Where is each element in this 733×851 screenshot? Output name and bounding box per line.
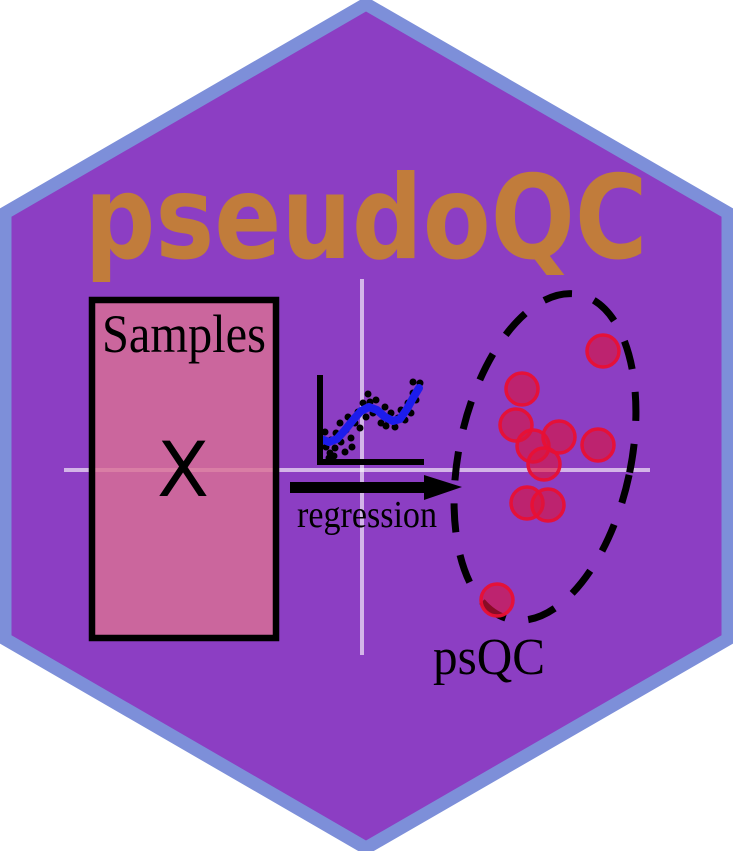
- samples-label: Samples: [102, 304, 266, 364]
- matrix-x-symbol: X: [157, 425, 209, 514]
- mini-scatter-dot: [362, 413, 370, 421]
- mini-scatter-dot: [331, 444, 339, 452]
- arrow-shaft: [290, 482, 426, 493]
- mini-scatter-dot: [347, 434, 355, 442]
- qc-cluster-ellipse: [450, 290, 640, 624]
- qc-point: [580, 427, 616, 463]
- mini-scatter-dot: [356, 424, 364, 432]
- arrow-head-icon: [424, 475, 462, 500]
- mini-scatter-dot: [409, 378, 417, 386]
- mini-scatter-dot: [348, 443, 356, 451]
- mini-scatter-dot: [336, 419, 344, 427]
- mini-plot-axes: [317, 375, 424, 465]
- mini-scatter-dot: [341, 448, 349, 456]
- arrow-label: regression: [297, 494, 437, 536]
- qc-point: [530, 487, 566, 523]
- samples-matrix-box: [88, 296, 280, 642]
- qc-point: [585, 333, 621, 369]
- qc-point: [541, 419, 577, 455]
- mini-scatter-dot: [330, 452, 338, 460]
- mini-scatter-dot: [382, 422, 390, 430]
- mini-scatter-dot: [391, 423, 399, 431]
- qc-point: [504, 371, 540, 407]
- mini-scatter-dot: [364, 390, 372, 398]
- qc-point: [479, 582, 515, 618]
- qc-points-group: [479, 333, 621, 618]
- mini-scatter-dot: [321, 428, 329, 436]
- qc-label: psQC: [433, 629, 545, 686]
- mini-scatter-dot: [381, 403, 389, 411]
- mini-scatter-dot: [372, 396, 380, 404]
- package-title: pseudoQC: [85, 151, 648, 286]
- mini-scatter-points: [321, 378, 424, 462]
- qc-point: [526, 446, 562, 482]
- smooth-regression-curve: [317, 384, 423, 446]
